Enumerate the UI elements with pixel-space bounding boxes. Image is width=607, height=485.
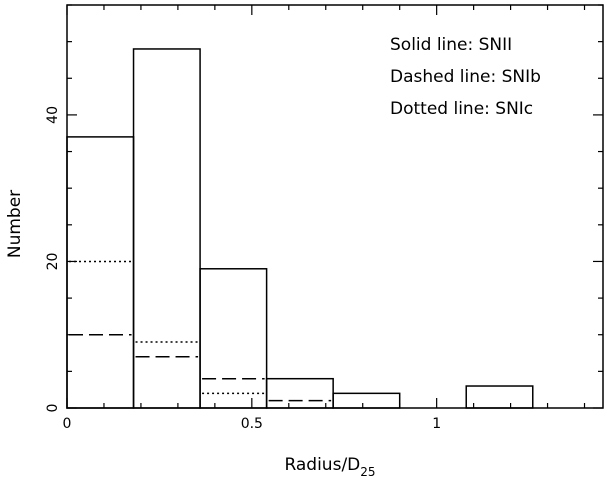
x-axis-label-main: Radius/D bbox=[284, 455, 360, 475]
x-axis-label-subscript: 25 bbox=[360, 465, 375, 479]
y-axis-label: Number bbox=[5, 190, 25, 258]
legend: Solid line: SNII Dashed line: SNIb Dotte… bbox=[390, 35, 541, 119]
axis-ticks bbox=[66, 4, 603, 409]
y-tick-label-2: 40 bbox=[45, 106, 61, 124]
legend-entry-snib: Dashed line: SNIb bbox=[390, 67, 541, 87]
x-tick-label-1: 0.5 bbox=[241, 416, 263, 432]
plot-frame bbox=[66, 4, 604, 409]
bar-snii-0 bbox=[66, 136, 135, 409]
bar-snii-6 bbox=[465, 385, 534, 409]
bar-snii-2 bbox=[199, 268, 268, 409]
x-axis-label: Radius/D25 bbox=[284, 455, 375, 479]
legend-entry-snic: Dotted line: SNIc bbox=[390, 99, 533, 119]
bar-snii-3 bbox=[265, 377, 334, 409]
y-tick-label-1: 20 bbox=[45, 253, 61, 271]
legend-entry-snii: Solid line: SNII bbox=[390, 35, 512, 55]
tick-labels: 0 0.5 1 0 20 40 bbox=[45, 106, 441, 432]
bar-snii-1 bbox=[132, 48, 201, 409]
x-tick-label-0: 0 bbox=[63, 416, 72, 432]
bar-snii-4 bbox=[332, 392, 401, 409]
x-tick-label-2: 1 bbox=[432, 416, 441, 432]
y-tick-label-0: 0 bbox=[45, 404, 61, 413]
